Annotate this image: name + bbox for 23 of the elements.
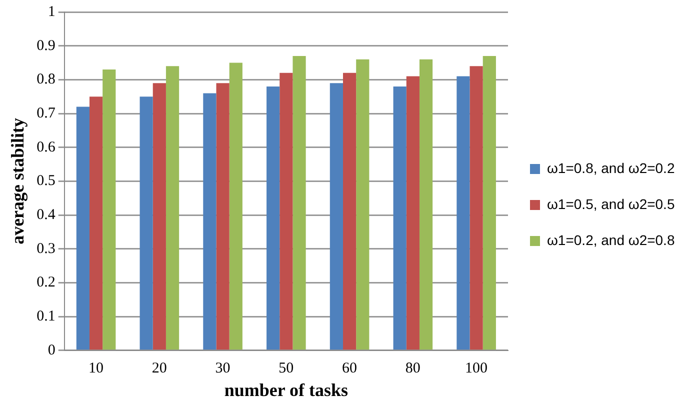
y-tick-label: 0.3 [36, 240, 56, 257]
x-tick-label: 50 [278, 360, 294, 376]
y-tick-label: 0.7 [36, 105, 56, 122]
x-axis-title: number of tasks [224, 380, 348, 400]
y-tick-label: 0.5 [36, 173, 56, 190]
x-tick-label: 60 [342, 360, 358, 376]
y-tick-label: 0.9 [36, 38, 56, 54]
x-tick-label: 80 [405, 360, 420, 376]
x-tick-label: 30 [215, 360, 230, 376]
x-tick-label: 10 [88, 360, 104, 376]
y-tick-label: 0.8 [36, 72, 56, 88]
y-tick-label: 0.6 [36, 139, 56, 156]
y-tick-label: 0 [48, 342, 56, 358]
y-tick-label: 0.2 [36, 274, 56, 291]
y-tick-label: 0.1 [36, 308, 56, 324]
y-tick-label: 0.4 [36, 206, 56, 223]
x-tick-label: 100 [465, 360, 488, 376]
y-axis-title: average stability [7, 118, 28, 244]
y-tick-label: 1 [48, 4, 56, 20]
legend-label: ω1=0.8, and ω2=0.2 [547, 160, 675, 176]
legend-label: ω1=0.2, and ω2=0.8 [547, 232, 675, 248]
x-tick-label: 20 [152, 360, 167, 376]
legend-label: ω1=0.5, and ω2=0.5 [547, 196, 675, 212]
